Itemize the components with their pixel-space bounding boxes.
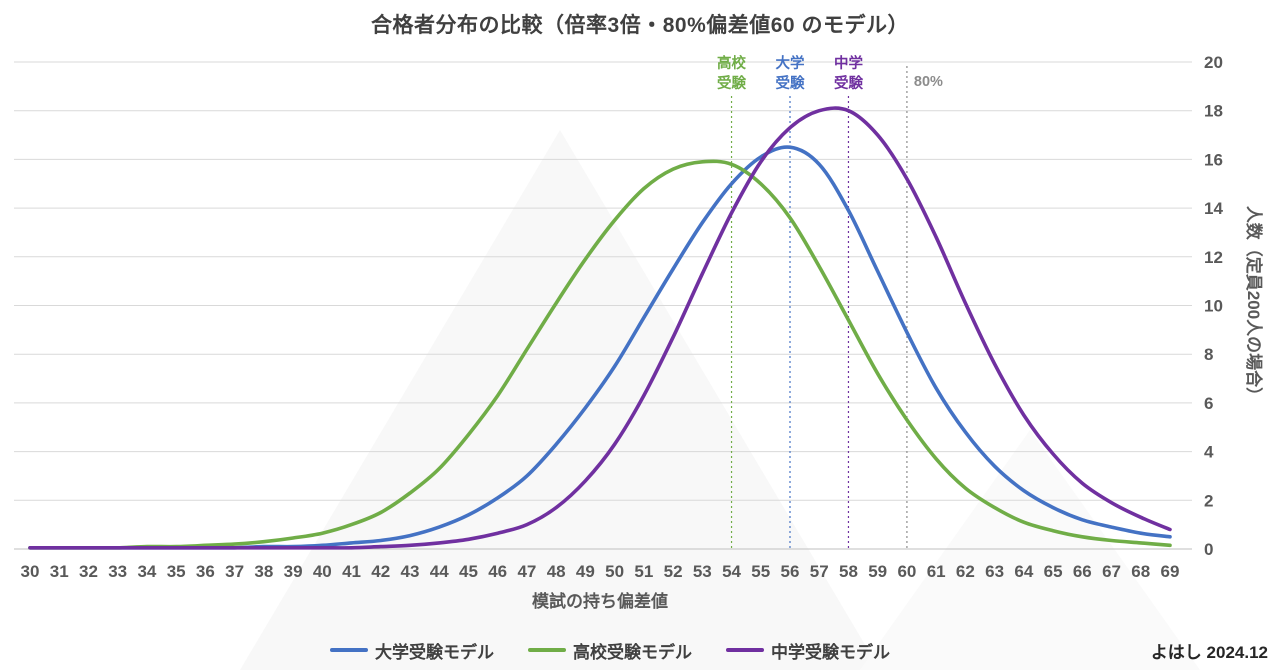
x-tick-label: 33 — [108, 562, 127, 581]
x-tick-label: 32 — [79, 562, 98, 581]
y-tick-label: 20 — [1204, 53, 1223, 72]
y-tick-label: 0 — [1204, 540, 1213, 559]
x-tick-label: 46 — [488, 562, 507, 581]
x-tick-label: 56 — [781, 562, 800, 581]
series-line — [28, 159, 1172, 550]
annotation-label: 中学 — [834, 54, 863, 72]
annotation-label: 80% — [914, 74, 943, 90]
annotation-label: 受験 — [834, 74, 863, 92]
x-tick-label: 58 — [839, 562, 858, 581]
x-tick-label: 54 — [722, 562, 741, 581]
legend-swatch — [330, 648, 368, 652]
x-tick-label: 48 — [547, 562, 566, 581]
legend-label: 高校受験モデル — [573, 642, 692, 662]
x-tick-label: 44 — [430, 562, 449, 581]
x-tick-label: 55 — [751, 562, 770, 581]
x-tick-label: 57 — [810, 562, 829, 581]
x-tick-label: 43 — [401, 562, 420, 581]
chart-title: 合格者分布の比較（倍率3倍・80%偏差値60 のモデル） — [371, 14, 909, 37]
x-tick-label: 63 — [985, 562, 1004, 581]
y-tick-label: 2 — [1204, 491, 1213, 510]
annotation-label: 受験 — [717, 74, 746, 92]
x-tick-label: 52 — [664, 562, 683, 581]
x-tick-label: 30 — [21, 562, 40, 581]
legend-item: 大学受験モデル — [330, 638, 494, 663]
legend-item: 中学受験モデル — [726, 638, 890, 663]
y-tick-label: 12 — [1204, 248, 1223, 267]
x-tick-label: 49 — [576, 562, 595, 581]
x-tick-label: 64 — [1014, 562, 1033, 581]
x-axis-title: 模試の持ち偏差値 — [532, 591, 668, 611]
x-tick-label: 36 — [196, 562, 215, 581]
y-tick-label: 14 — [1204, 199, 1223, 218]
x-tick-label: 34 — [137, 562, 156, 581]
legend-swatch — [726, 648, 764, 652]
legend-item: 高校受験モデル — [528, 638, 692, 663]
x-tick-label: 51 — [634, 562, 653, 581]
chart-legend: 大学受験モデル 高校受験モデル 中学受験モデル — [0, 636, 1250, 664]
x-tick-label: 69 — [1161, 562, 1180, 581]
x-tick-label: 66 — [1073, 562, 1092, 581]
y-axis-title: 人数（定員200人の場合） — [1244, 206, 1264, 404]
legend-swatch — [528, 648, 566, 652]
watermark-shape — [860, 430, 1200, 670]
annotation-label: 大学 — [776, 54, 805, 72]
credit-text: よはし 2024.12 — [1150, 643, 1268, 662]
x-tick-label: 67 — [1102, 562, 1121, 581]
x-tick-label: 53 — [693, 562, 712, 581]
x-tick-label: 35 — [167, 562, 186, 581]
y-tick-label: 8 — [1204, 345, 1213, 364]
x-tick-label: 60 — [897, 562, 916, 581]
legend-label: 中学受験モデル — [771, 642, 890, 662]
x-tick-label: 50 — [605, 562, 624, 581]
watermark-shape — [240, 130, 880, 670]
y-tick-label: 10 — [1204, 297, 1223, 316]
x-tick-label: 61 — [927, 562, 946, 581]
x-tick-label: 47 — [517, 562, 536, 581]
x-tick-label: 62 — [956, 562, 975, 581]
x-tick-label: 59 — [868, 562, 887, 581]
annotation-label: 高校 — [717, 54, 746, 72]
x-tick-label: 68 — [1131, 562, 1150, 581]
y-tick-label: 18 — [1204, 102, 1223, 121]
x-tick-label: 38 — [254, 562, 273, 581]
y-tick-label: 4 — [1204, 443, 1214, 462]
x-tick-label: 45 — [459, 562, 478, 581]
x-tick-label: 42 — [371, 562, 390, 581]
x-tick-label: 37 — [225, 562, 244, 581]
y-tick-label: 6 — [1204, 394, 1213, 413]
y-tick-label: 16 — [1204, 150, 1223, 169]
annotation-label: 受験 — [776, 74, 805, 92]
x-tick-label: 31 — [50, 562, 69, 581]
legend-label: 大学受験モデル — [375, 642, 494, 662]
x-tick-label: 39 — [284, 562, 303, 581]
x-tick-label: 40 — [313, 562, 332, 581]
x-tick-label: 65 — [1044, 562, 1063, 581]
x-tick-label: 41 — [342, 562, 361, 581]
series-line — [28, 106, 1172, 550]
